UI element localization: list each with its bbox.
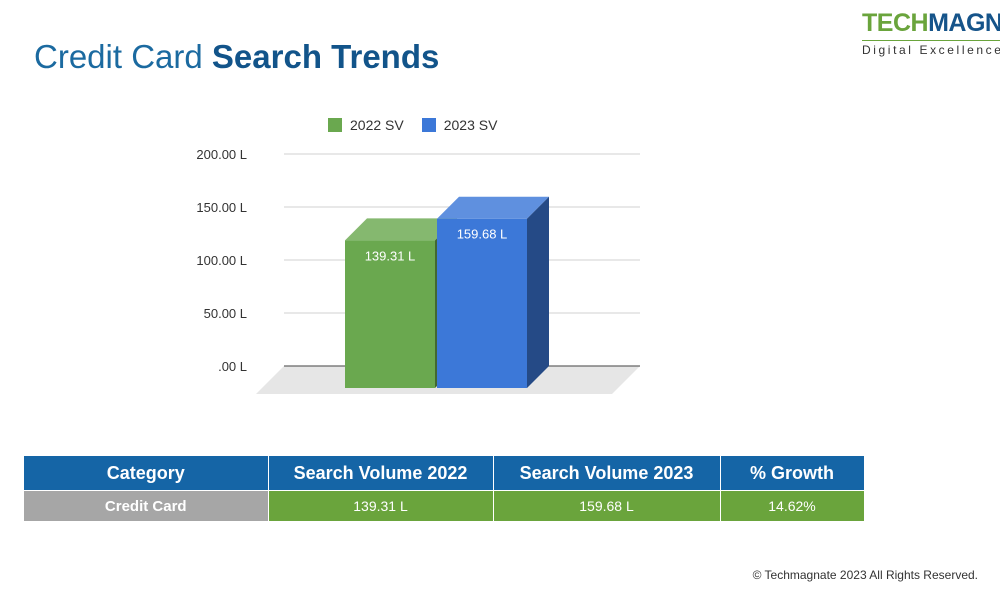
y-tick-label: 100.00 L bbox=[196, 253, 247, 268]
search-volume-table: Category Search Volume 2022 Search Volum… bbox=[24, 456, 865, 521]
header-search-volume-2022: Search Volume 2022 bbox=[268, 456, 494, 491]
bar-top-face bbox=[437, 196, 549, 219]
bar-top-face bbox=[345, 218, 457, 241]
y-tick-label: .00 L bbox=[218, 359, 247, 374]
legend-swatch-2022 bbox=[328, 118, 342, 132]
bar-data-label: 139.31 L bbox=[365, 248, 416, 263]
header-search-volume-2023: Search Volume 2023 bbox=[493, 456, 721, 491]
title-regular: Credit Card bbox=[34, 38, 203, 75]
table-header-row: Category Search Volume 2022 Search Volum… bbox=[24, 456, 865, 491]
y-tick-label: 50.00 L bbox=[204, 306, 247, 321]
bar-2022-sv bbox=[345, 240, 435, 388]
legend-label-2023: 2023 SV bbox=[443, 117, 498, 133]
bar-data-label: 159.68 L bbox=[457, 227, 508, 242]
title-bold: Search Trends bbox=[211, 38, 440, 75]
copyright-footer: © Techmagnate 2023 All Rights Reserved. bbox=[752, 568, 978, 582]
page-title: Credit Card Search Trends bbox=[34, 38, 439, 76]
legend-item-2023: 2023 SV bbox=[421, 117, 498, 133]
header-category: Category bbox=[24, 456, 269, 491]
y-tick-label: 200.00 L bbox=[196, 147, 247, 162]
cell-search-volume-2022: 139.31 L bbox=[268, 490, 494, 521]
techmagnate-logo: TECHMAGNATE Digital Excellence bbox=[862, 8, 1000, 57]
cell-search-volume-2023: 159.68 L bbox=[493, 490, 721, 521]
bar-2023-sv bbox=[437, 218, 527, 388]
chart-legend: 2022 SV 2023 SV bbox=[328, 117, 497, 133]
logo-tagline: Digital Excellence bbox=[862, 40, 1000, 57]
cell-growth: 14.62% bbox=[720, 490, 865, 521]
bar-side-face bbox=[527, 196, 549, 388]
legend-item-2022: 2022 SV bbox=[328, 117, 404, 133]
logo-wordmark: TECHMAGNATE bbox=[862, 9, 1000, 37]
legend-label-2022: 2022 SV bbox=[350, 117, 404, 133]
legend-swatch-2023 bbox=[421, 118, 436, 132]
cell-category: Credit Card bbox=[24, 490, 269, 521]
table-row: Credit Card 139.31 L 159.68 L 14.62% bbox=[24, 490, 865, 521]
header-growth: % Growth bbox=[720, 456, 865, 491]
y-tick-label: 150.00 L bbox=[196, 200, 247, 215]
